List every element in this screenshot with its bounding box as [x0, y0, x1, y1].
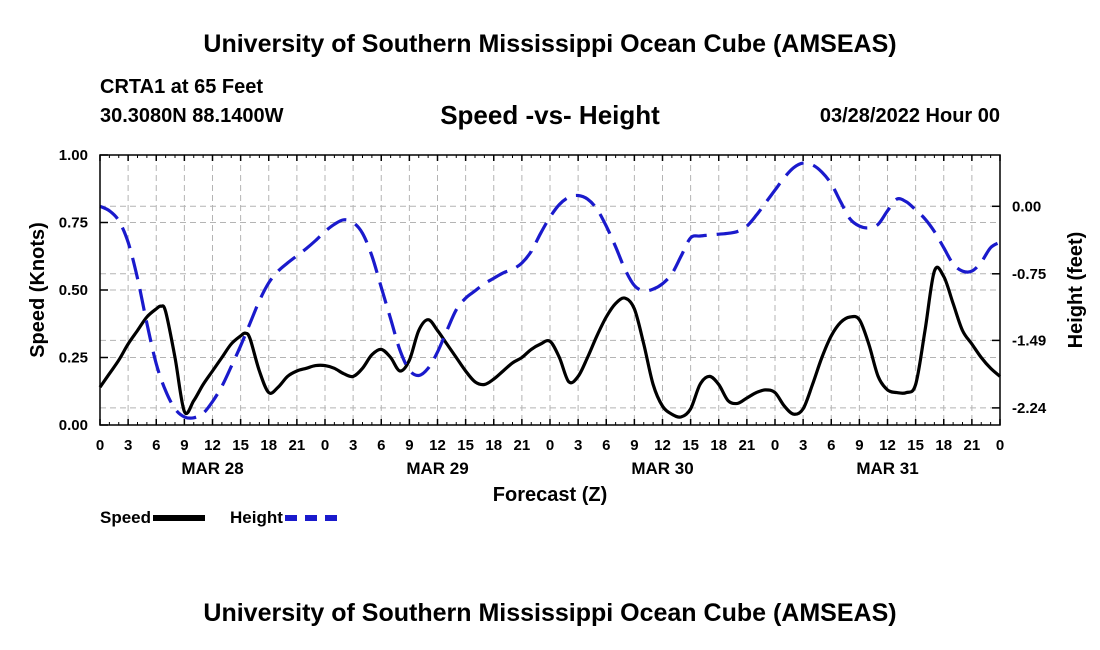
axes: [99, 154, 1001, 426]
x-tick-label: 18: [710, 437, 727, 454]
legend-height: Height: [230, 508, 337, 528]
y-tick-label: 1.00: [59, 147, 88, 164]
x-tick-label: 0: [96, 437, 104, 454]
station-latlon: 30.3080N 88.1400W: [100, 105, 284, 127]
x-tick-label: 3: [349, 437, 357, 454]
x-tick-label: 21: [514, 437, 531, 454]
x-tick-label: 9: [405, 437, 413, 454]
x-tick-label: 0: [546, 437, 554, 454]
x-tick-label: 18: [260, 437, 277, 454]
x-tick-label: 15: [457, 437, 474, 454]
series-line-height: [99, 161, 1001, 420]
x-tick-label: 12: [204, 437, 221, 454]
legend-speed-swatch: [153, 515, 206, 521]
x-tick-label: 6: [152, 437, 160, 454]
x-tick-label: 9: [855, 437, 863, 454]
grid: [99, 155, 1001, 425]
x-tick-label: 3: [124, 437, 132, 454]
x-tick-label: 3: [799, 437, 807, 454]
main-title: University of Southern Mississippi Ocean…: [203, 30, 897, 58]
legend-height-label: Height: [230, 508, 283, 527]
x-tick-label: 9: [180, 437, 188, 454]
y2-tick-label: 0.00: [1012, 198, 1041, 215]
y2-tick-label: -2.24: [1012, 400, 1047, 417]
forecast-datetime: 03/28/2022 Hour 00: [819, 105, 1000, 127]
x-tick-label: 18: [935, 437, 952, 454]
x-tick-label: 12: [879, 437, 896, 454]
y2-tick-label: -1.49: [1012, 332, 1046, 349]
y-tick-label: 0.75: [59, 215, 88, 232]
series-line-speed: [98, 265, 1002, 419]
x-tick-label: 12: [429, 437, 446, 454]
x-tick-label: 21: [739, 437, 756, 454]
x-tick-label: 6: [827, 437, 835, 454]
date-label: MAR 28: [181, 459, 243, 478]
x-tick-label: 0: [996, 437, 1004, 454]
x-tick-label: 9: [630, 437, 638, 454]
y-tick-label: 0.25: [59, 350, 88, 367]
x-tick-label: 18: [485, 437, 502, 454]
legend-speed-label: Speed: [100, 508, 152, 527]
x-tick-label: 21: [289, 437, 306, 454]
x-tick-label: 0: [771, 437, 779, 454]
x-tick-label: 6: [377, 437, 385, 454]
chart-title: Speed -vs- Height: [440, 100, 660, 130]
tick-labels: 0 3 6 9 12 15 18 21 0 3 6 9 12 15 18 21 0 3 6 9 12 15 18 21 0 3 6 9…: [59, 147, 1047, 478]
legend-speed: Speed: [100, 508, 206, 528]
x-tick-label: 15: [682, 437, 699, 454]
x-tick-label: 0: [321, 437, 329, 454]
date-label: MAR 29: [406, 459, 468, 478]
legend-height-swatch: [284, 515, 337, 521]
x-tick-label: 12: [654, 437, 671, 454]
x-tick-label: 15: [232, 437, 249, 454]
x-tick-label: 3: [574, 437, 582, 454]
x-tick-label: 6: [602, 437, 610, 454]
station-name: CRTA1 at 65 Feet: [100, 76, 264, 98]
y-axis-label-right: Height (feet): [1065, 232, 1087, 349]
x-tick-label: 21: [964, 437, 981, 454]
series-layer: [98, 161, 1002, 420]
date-label: MAR 30: [631, 459, 693, 478]
x-tick-label: 15: [907, 437, 924, 454]
date-label: MAR 31: [856, 459, 918, 478]
x-axis-label: Forecast (Z): [493, 484, 607, 506]
y-axis-label-left: Speed (Knots): [27, 222, 49, 358]
y-tick-label: 0.00: [59, 417, 88, 434]
y2-tick-label: -0.75: [1012, 266, 1046, 283]
y-tick-label: 0.50: [59, 282, 88, 299]
footer-title: University of Southern Mississippi Ocean…: [203, 599, 897, 627]
